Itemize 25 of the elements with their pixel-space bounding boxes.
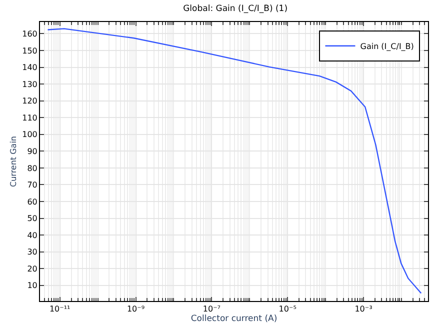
y-axis-title: Current Gain [8, 136, 18, 187]
x-tick-label: 10⁻⁷ [202, 304, 220, 314]
y-tick-label: 110 [22, 113, 38, 122]
x-tick-label: 10⁻³ [354, 304, 372, 314]
chart-title: Global: Gain (I_C/I_B) (1) [183, 4, 288, 14]
y-tick-label: 10 [27, 281, 38, 290]
x-tick-label: 10⁻¹¹ [49, 304, 70, 314]
y-tick-label: 160 [22, 30, 38, 39]
x-tick-label: 10⁻⁹ [126, 304, 145, 314]
x-axis-title: Collector current (A) [190, 314, 278, 324]
y-tick-label: 50 [27, 214, 38, 224]
y-tick-label: 20 [27, 264, 38, 274]
y-tick-label: 30 [27, 248, 38, 257]
y-tick-label: 130 [22, 80, 38, 89]
legend-label: Gain (I_C/I_B) [360, 42, 414, 51]
y-tick-label: 70 [27, 180, 38, 190]
y-tick-label: 120 [22, 96, 38, 106]
y-tick-label: 100 [22, 130, 38, 140]
x-tick-label: 10⁻⁵ [278, 304, 296, 314]
y-tick-label: 60 [27, 197, 38, 206]
y-tick-label: 40 [27, 230, 38, 240]
y-tick-label: 150 [22, 46, 38, 56]
y-tick-label: 90 [27, 146, 38, 156]
y-tick-label: 80 [27, 164, 38, 173]
y-tick-label: 140 [22, 63, 38, 72]
